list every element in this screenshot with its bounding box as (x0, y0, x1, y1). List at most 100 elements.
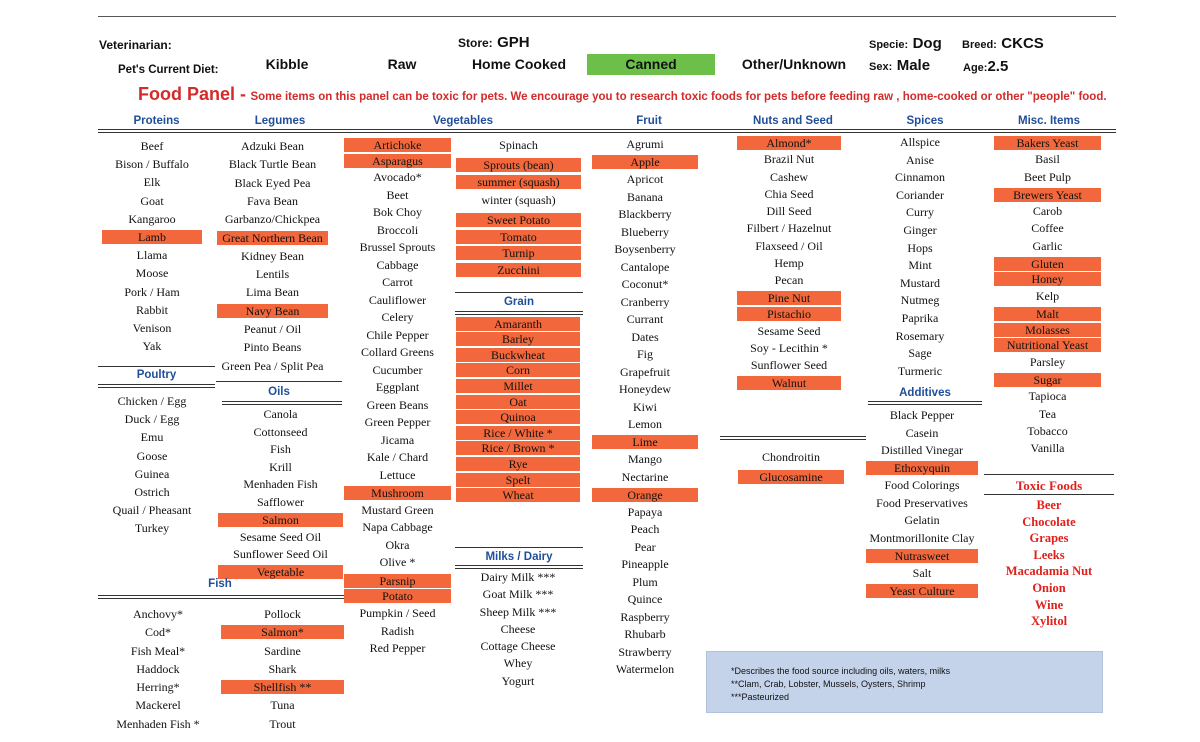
list-item: Gluten (994, 256, 1101, 271)
list-item: Safflower (256, 494, 305, 509)
list-item: Cashew (770, 169, 808, 184)
list-item: Grapes (1029, 531, 1069, 546)
list-item: Okra (385, 537, 410, 552)
list-item: Navy Bean (217, 303, 328, 318)
grain-rule-bottom (455, 311, 583, 312)
breed-value: CKCS (1001, 35, 1044, 52)
list-item: Collard Greens (361, 345, 434, 360)
other-list: Chondroitin Glucosamine (738, 448, 844, 487)
list-item: Shellfish ** (221, 680, 344, 695)
heading-fish: Fish (208, 578, 232, 590)
list-item: Cauliflower (368, 292, 427, 307)
milks-rule-bottom (455, 565, 583, 566)
list-item: Food Colorings (884, 478, 960, 492)
list-item: Cottage Cheese (480, 639, 556, 654)
list-item: Menhaden Fish * (116, 716, 200, 731)
list-item: Tobacco (1027, 424, 1068, 438)
list-item: Basil (1035, 152, 1060, 167)
list-item: Spinach (499, 138, 538, 152)
diet-option-home-cooked[interactable]: Home Cooked (471, 56, 567, 72)
fruit-list: Agrumi Apple Apricot Banana Blackberry Bluebe… (592, 136, 698, 679)
diet-option-raw[interactable]: Raw (387, 56, 417, 72)
list-item: Molasses (994, 322, 1101, 337)
list-item: Allspice (900, 135, 940, 149)
veterinarian-label: Veterinarian: (99, 38, 172, 52)
list-item: Cinnamon (895, 170, 945, 185)
list-item: Spelt (456, 472, 580, 487)
list-item: Dates (631, 329, 659, 344)
toxic-list: Beer Chocolate Grapes Leeks Macadamia Nut Oni… (990, 497, 1108, 630)
list-item: Black Turtle Bean (228, 157, 317, 172)
age-value: 2.5 (987, 58, 1009, 75)
grain-list: Amaranth Barley Buckwheat Corn Millet Oat Quin… (456, 315, 580, 504)
list-item: winter (squash) (481, 193, 556, 208)
list-item: Ostrich (134, 484, 170, 499)
list-item: Celery (381, 310, 414, 325)
vegetables-list-right: Spinach Sprouts (bean) summer (squash) wint… (456, 136, 581, 280)
oils-list: Canola Cottonseed Fish Krill Menhaden Fish Sa… (218, 406, 343, 581)
list-item: summer (squash) (456, 174, 581, 189)
grain-rule-top (455, 292, 583, 293)
list-item: Amaranth (456, 316, 580, 331)
poultry-rule-bottom (98, 384, 215, 385)
list-item: Blackberry (618, 207, 672, 221)
list-item: Black Pepper (889, 408, 955, 422)
list-item: Adzuki Bean (241, 139, 304, 153)
list-item: Artichoke (344, 137, 451, 152)
list-item: Tea (1038, 406, 1057, 421)
list-item: Krill (269, 459, 292, 474)
list-item: Canola (263, 407, 298, 421)
toxic-rule-top (984, 474, 1114, 475)
fish-rule-2 (98, 598, 344, 599)
list-item: Agrumi (626, 137, 664, 151)
list-item: Hops (907, 240, 933, 255)
list-item: Fava Bean (247, 193, 298, 208)
list-item: Sheep Milk *** (479, 604, 557, 619)
list-item: Parsnip (344, 573, 451, 588)
list-item: Quinoa (456, 410, 580, 425)
list-item: Great Northern Bean (217, 230, 328, 245)
list-item: Radish (380, 623, 415, 638)
poultry-rule-bottom-2 (98, 387, 215, 388)
list-item: Watermelon (615, 662, 675, 676)
list-item: Parsley (1029, 354, 1066, 369)
list-item: Quail / Pheasant (112, 503, 192, 518)
heading-nuts: Nuts and Seed (753, 115, 833, 127)
diet-option-canned[interactable]: Canned (587, 54, 715, 75)
list-item: Salmon* (221, 625, 344, 640)
diet-label: Pet's Current Diet: (118, 64, 219, 76)
list-item: Millet (456, 378, 580, 393)
store-value: GPH (497, 34, 530, 51)
list-item: Emu (140, 430, 164, 445)
list-item: Tomato (456, 229, 581, 244)
other-rule (720, 436, 866, 437)
list-item: Vanilla (1030, 441, 1065, 456)
diet-option-other[interactable]: Other/Unknown (741, 56, 847, 72)
list-item: Kale / Chard (366, 450, 429, 465)
list-item: Pear (634, 539, 656, 554)
list-item: Mango (628, 452, 662, 466)
list-item: Blueberry (621, 224, 669, 239)
list-item: Avocado* (373, 170, 422, 185)
sex-value: Male (896, 57, 931, 74)
list-item: Potato (344, 589, 451, 604)
fish-list-left: Anchovy* Cod* Fish Meal* Haddock Herring* Mac… (104, 605, 212, 733)
list-item: Malt (994, 306, 1101, 321)
list-item: Wine (1034, 597, 1064, 612)
list-item: Anise (906, 152, 934, 167)
other-rule-2 (720, 439, 866, 440)
heading-rule-2 (98, 132, 1116, 133)
milks-rule-top (455, 547, 583, 548)
list-item: Ginger (903, 222, 937, 237)
list-item: Kangaroo (128, 211, 176, 226)
heading-fruit: Fruit (636, 115, 662, 127)
misc-list: Bakers Yeast Basil Beet Pulp Brewers Yeast C… (994, 134, 1101, 458)
list-item: Sesame Seed Oil (239, 529, 322, 544)
list-item: Nutmeg (900, 293, 940, 308)
list-item: Dairy Milk *** (480, 570, 556, 584)
list-item: Ethoxyquin (866, 461, 978, 476)
list-item: Nutrasweet (866, 548, 978, 563)
diet-option-kibble[interactable]: Kibble (265, 56, 309, 72)
list-item: Banana (627, 189, 663, 204)
list-item: Tapioca (1028, 389, 1067, 404)
